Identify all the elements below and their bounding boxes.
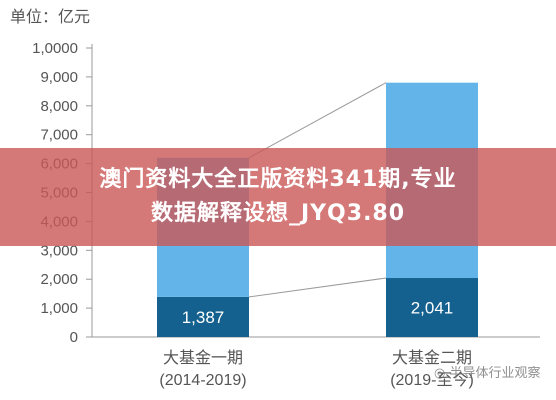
banner-line-1: 澳门资料大全正版资料341期,专业 (99, 167, 457, 192)
y-tick-label: 3,000 (40, 242, 78, 259)
connector-line-top (248, 82, 387, 159)
bar-segment (157, 296, 249, 337)
watermark-text: 半导体行业观察 (449, 366, 541, 381)
x-category-label: 大基金一期 (163, 349, 243, 367)
y-tick-label: 9,000 (40, 69, 78, 86)
data-label: 1,387 (182, 308, 225, 327)
connector-line-bottom (248, 277, 387, 298)
y-tick-label: 1,000 (40, 300, 78, 317)
y-tick-label: 8,000 (40, 98, 78, 115)
bar-segment (386, 278, 478, 337)
banner-line-2: 数据解释设想_JYQ3.80 (150, 201, 406, 226)
y-tick-label: 2,000 (40, 271, 78, 288)
watermark: ◎ 半导体行业观察 (434, 362, 541, 381)
y-tick-label: 7,000 (40, 127, 78, 144)
watermark-icon: ◎ (434, 366, 450, 381)
y-tick-label: 0 (70, 329, 78, 346)
x-category-label: (2014-2019) (159, 372, 246, 389)
y-tick-label: 1,0000 (32, 40, 78, 57)
unit-label: 单位：亿元 (10, 8, 90, 26)
x-category-label: 大基金二期 (392, 349, 472, 367)
x-category-label: (2019-至今) (390, 371, 474, 389)
data-label: 2,041 (411, 299, 454, 318)
overlay-banner: 澳门资料大全正版资料341期,专业 数据解释设想_JYQ3.80 (0, 148, 556, 246)
